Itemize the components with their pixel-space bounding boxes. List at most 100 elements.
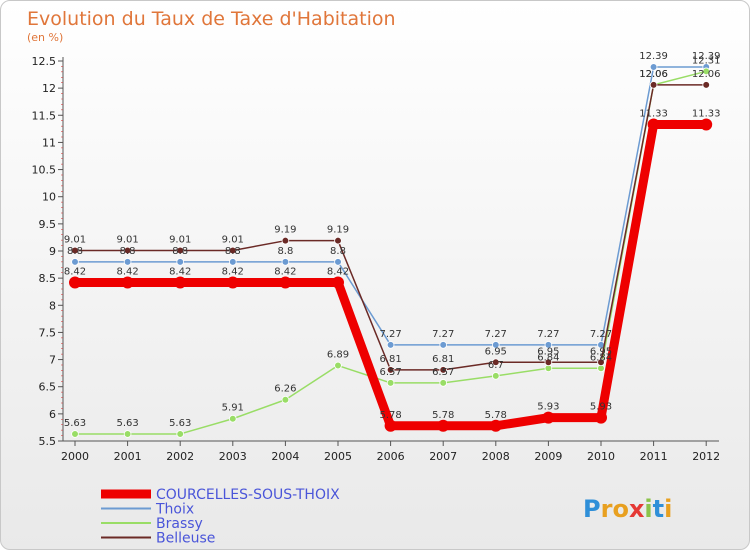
x-tick-label: 2012 [692,450,720,463]
data-point [702,67,710,76]
data-point [71,258,79,266]
data-label: 5.91 [222,403,244,414]
data-point [281,395,290,404]
data-point [176,246,185,255]
data-label: 9.01 [64,234,86,245]
data-point [332,276,344,289]
data-label: 5.78 [379,410,401,421]
logo-letter: P [583,495,601,523]
x-tick-label: 2010 [587,450,615,463]
data-label: 7.27 [379,329,401,340]
data-label: 8.8 [172,246,188,257]
x-tick-label: 2001 [114,450,142,463]
data-label: 8.42 [116,266,138,277]
data-point [229,414,237,423]
y-tick-label: 7 [49,354,56,367]
x-tick-label: 2009 [534,450,562,463]
data-point [386,366,395,374]
data-point [71,246,79,255]
logo-letter: o [612,495,629,523]
data-label: 5.93 [537,402,559,413]
data-point [437,419,450,432]
data-point [647,118,660,131]
x-tick-label: 2008 [482,450,510,463]
x-tick-label: 2004 [271,450,299,463]
x-ticks: 2000 2001 2002 2003 2004 2005 2006 2007 2008 2009… [61,441,720,463]
data-point [439,341,448,349]
chart-subtitle: (en %) [27,31,63,44]
data-label: 9.19 [327,225,349,236]
data-label: 8.8 [330,246,346,257]
data-label: 7.27 [432,329,454,340]
x-tick-label: 2006 [377,450,405,463]
data-label: 12.31 [692,55,721,66]
data-label: 12.39 [639,51,668,62]
data-label: 7.27 [537,329,559,340]
data-label: 5.63 [169,418,191,429]
data-label: 6.95 [590,346,612,357]
data-label: 6.26 [274,384,296,395]
data-label: 6.81 [379,354,401,365]
data-point [229,258,237,266]
data-label: 6.57 [379,367,401,378]
chart-title: Evolution du Taux de Taxe d'Habitation [27,8,396,30]
y-tick-label: 10.5 [32,164,57,177]
x-tick-label: 2011 [640,450,668,463]
data-point [702,81,710,89]
data-label: 9.01 [116,234,138,245]
logo-text: Proxiti [583,495,672,523]
data-point [226,276,239,289]
data-point [69,276,81,289]
data-label: 6.95 [537,346,559,357]
data-label: 8.8 [120,246,136,257]
data-point [491,358,500,367]
data-point [123,246,132,255]
y-tick-label: 10 [42,191,56,204]
proxiti-logo: Proxiti [583,495,672,523]
data-label: 11.33 [692,109,721,120]
logo-letter: i [664,495,672,523]
x-tick-label: 2007 [429,450,457,463]
data-point [279,276,292,289]
y-tick-label: 12.5 [32,55,57,68]
y-tick-label: 7.5 [39,326,57,339]
data-label: 6.57 [432,367,454,378]
data-label: 7.27 [590,329,612,340]
data-label: 12.06 [639,69,668,80]
data-label: 5.78 [432,410,454,421]
data-point [649,81,658,89]
data-point [123,258,132,266]
series-thoix [71,63,710,349]
data-label: 7.27 [485,329,507,340]
data-label: 9.01 [222,234,244,245]
data-point [595,411,607,424]
data-point [491,372,500,380]
y-tick-label: 5.5 [39,435,57,448]
legend-label: Brassy [156,516,203,532]
y-tick-label: 8.5 [39,272,57,285]
data-label: 5.78 [485,410,507,421]
data-label: 8.8 [225,246,241,257]
data-labels: 8.42 8.42 8.42 8.42 8.42 8.42 5.78 5.78 5.78 5.93… [64,51,721,429]
data-point [176,430,185,438]
data-label: 8.42 [222,266,244,277]
data-label: 8.8 [277,246,293,257]
x-tick-label: 2003 [219,450,247,463]
data-point [700,118,713,131]
x-tick-label: 2002 [166,450,194,463]
x-tick-label: 2005 [324,450,352,463]
data-label: 5.93 [590,402,612,413]
data-point [597,358,605,367]
data-point [439,366,448,374]
data-label: 5.63 [64,418,86,429]
data-point [491,341,500,349]
y-tick-label: 9.5 [39,218,57,231]
y-tick-label: 8 [49,299,56,312]
data-label: 12.06 [692,69,721,80]
data-point [386,379,395,387]
data-label: 8.42 [327,266,349,277]
data-label: 6.89 [327,350,349,361]
data-label: 9.19 [274,225,296,236]
